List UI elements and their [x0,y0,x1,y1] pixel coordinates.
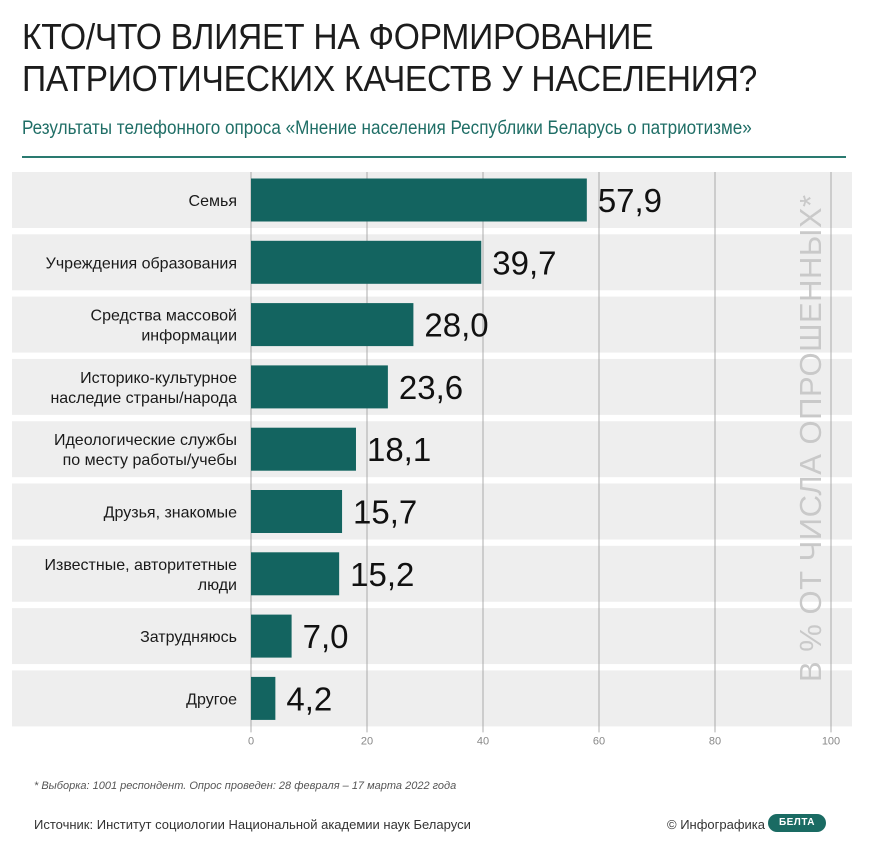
bar [251,614,292,658]
value-label: 57,9 [598,182,662,219]
bar [251,676,276,720]
source-text: Источник: Институт социологии Национальн… [34,817,471,832]
bar [251,365,388,409]
bar [251,427,356,471]
credit-text: © Инфографика [667,817,766,832]
category-label: Известные, авторитетные люди [44,557,237,594]
category-label: Историко-культурное наследие страны/народ… [50,370,237,407]
row-band [12,296,852,353]
value-label: 15,7 [353,494,417,531]
row-band [12,421,852,478]
bar [251,178,587,222]
value-label: 18,1 [367,431,431,468]
unit-label: В % ОТ ЧИСЛА ОПРОШЕННЫХ* [793,194,828,682]
value-label: 39,7 [492,244,556,281]
value-label: 7,0 [303,618,349,655]
row-band [12,483,852,540]
row-band [12,670,852,727]
chart-title-line2: ПАТРИОТИЧЕСКИХ КАЧЕСТВ У НАСЕЛЕНИЯ? [22,58,757,99]
row-band [12,358,852,415]
category-label: Учреждения образования [46,255,237,272]
belta-logo: БЕЛТА [768,814,826,832]
row-band [12,608,852,665]
x-tick-label: 40 [477,735,489,747]
footnote: * Выборка: 1001 респондент. Опрос провед… [34,780,457,792]
chart-title: КТО/ЧТО ВЛИЯЕТ НА ФОРМИРОВАНИЕ ПАТРИОТИЧ… [22,16,795,100]
bar [251,490,343,533]
x-tick-label: 20 [361,735,373,747]
chart-subtitle: Результаты телефонного опроса «Мнение на… [22,118,752,139]
x-tick-label: 80 [709,735,721,747]
category-label: Затрудняюсь [140,629,237,646]
category-label: Друзья, знакомые [104,505,237,522]
category-label: Другое [186,691,237,708]
value-label: 23,6 [399,369,463,406]
header-divider [22,156,846,158]
x-tick-label: 0 [248,735,254,747]
x-tick-label: 60 [593,735,605,747]
value-label: 15,2 [350,556,414,593]
category-label: Идеологические службы по месту работы/уче… [54,432,237,469]
bar [251,240,482,284]
chart-title-line1: КТО/ЧТО ВЛИЯЕТ НА ФОРМИРОВАНИЕ [22,16,654,57]
category-label: Средства массовой информации [91,308,237,345]
bar [251,303,414,347]
value-label: 4,2 [286,680,332,717]
bar [251,552,340,596]
category-label: Семья [189,193,237,210]
row-band [12,545,852,602]
value-label: 28,0 [424,307,488,344]
x-tick-label: 100 [822,735,840,747]
